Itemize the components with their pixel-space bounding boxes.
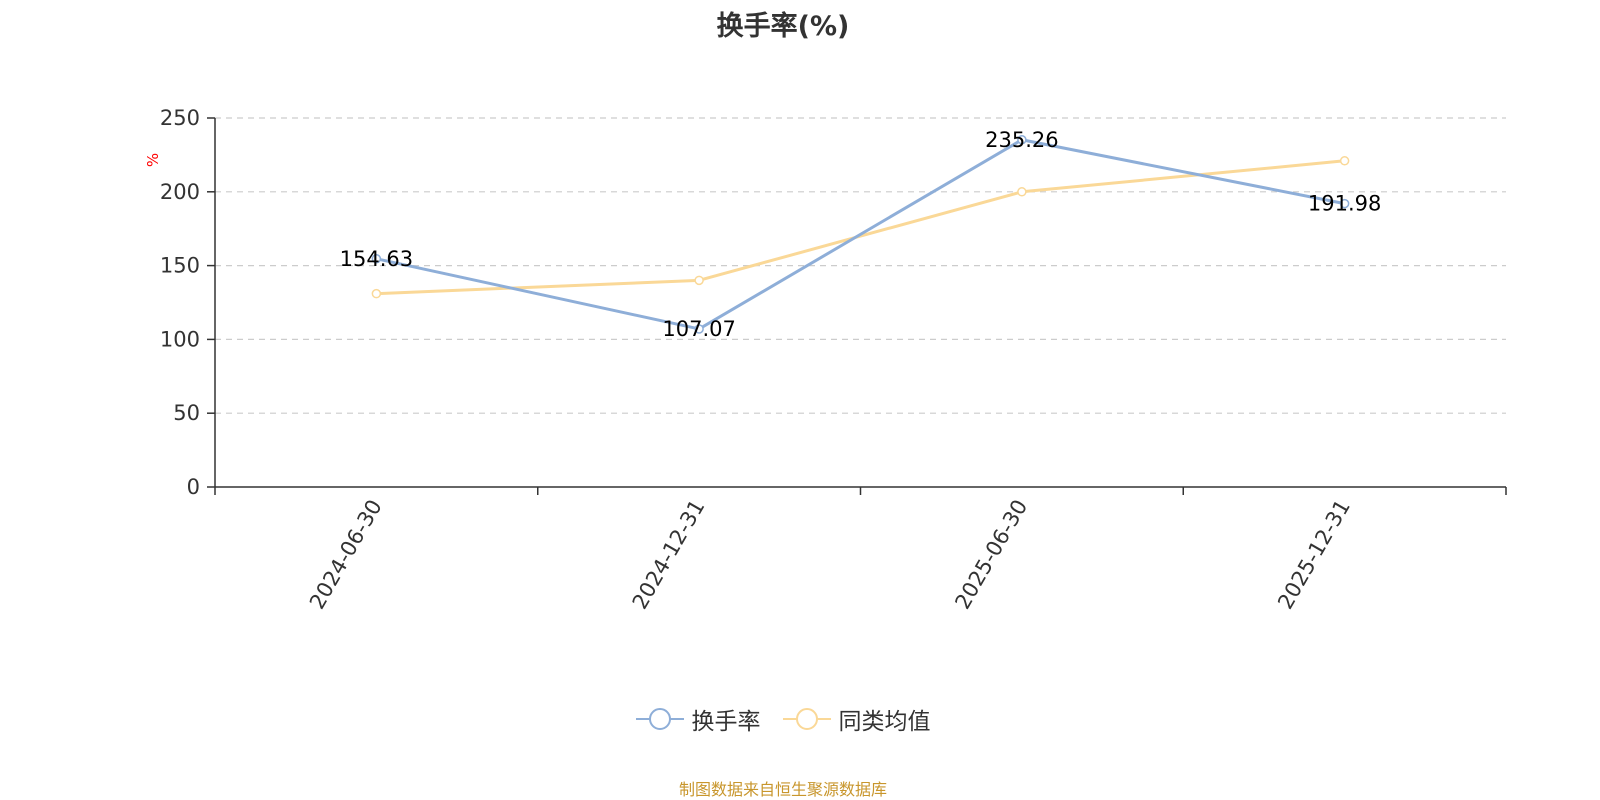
series-line-1 [376,138,1345,331]
legend-item-series-2[interactable]: 同类均值 [782,702,931,736]
data-label: 154.63 [340,247,413,271]
x-tick-label: 2024-06-30 [305,496,387,614]
data-point-series-2 [1339,156,1350,166]
data-label: 235.26 [985,128,1058,152]
data-point-series-1 [1017,135,1027,145]
series-line-2 [376,159,1345,296]
data-point-series-1 [371,254,382,264]
y-tick-label: 100 [160,327,200,351]
legend-label-series-2: 同类均值 [838,709,931,735]
y-tick-label: 50 [173,401,200,425]
data-point-series-2 [1017,187,1027,197]
data-label: 107.07 [662,317,735,341]
data-point-series-1 [694,324,704,334]
y-tick-label: 150 [160,254,200,278]
x-tick-label: 2025-12-31 [1273,496,1355,614]
data-point-series-1 [1339,198,1350,209]
data-point-series-2 [371,288,382,299]
legend: 换手率 同类均值 [0,702,1566,736]
x-tick-label: 2025-06-30 [950,496,1032,614]
legend-label-series-1: 换手率 [691,709,761,735]
line-chart: 0 50 100 150 200 250% 2024-06-30 2024-12-31 2025… [144,106,1507,614]
y-tick-label: 0 [187,475,200,499]
legend-item-series-1[interactable]: 换手率 [635,702,761,736]
y-tick-label: 250 [160,106,200,130]
chart-title: 换手率(%) [716,11,850,42]
legend-marker-series-2 [782,708,831,730]
x-tick-label: 2024-12-31 [628,496,710,614]
data-point-series-2 [694,275,704,286]
y-tick-label: 200 [160,180,200,204]
y-axis-name: % [144,153,162,167]
source-note: 制图数据来自恒生聚源数据库 [678,780,887,799]
data-label: 191.98 [1308,192,1381,216]
legend-marker-series-1 [635,708,684,730]
